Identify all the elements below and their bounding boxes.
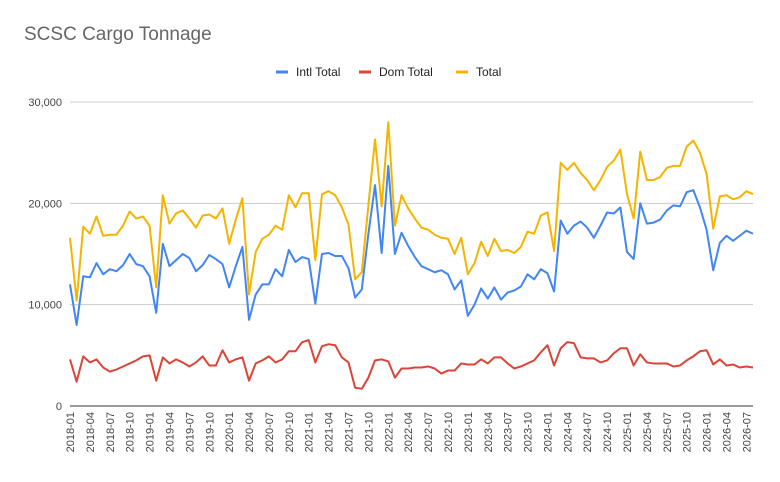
- series-lines: [69, 121, 754, 390]
- series-line-total: [69, 121, 754, 302]
- x-tick-label: 2024-10: [602, 412, 614, 452]
- x-tick-label: 2022-04: [403, 412, 415, 452]
- x-tick-label: 2021-01: [304, 412, 316, 452]
- grid-lines: [70, 101, 753, 407]
- legend-label-intl-total: Intl Total: [296, 65, 340, 79]
- x-axis-ticks: 2018-01 2018-04 2018-07 2018-10 2019-01 2019-…: [65, 412, 753, 452]
- x-tick-label: 2023-10: [523, 412, 535, 452]
- legend-label-total: Total: [476, 65, 501, 79]
- x-tick-label: 2024-04: [562, 412, 574, 452]
- x-tick-label: 2025-10: [682, 412, 694, 452]
- x-tick-label: 2021-10: [363, 412, 375, 452]
- y-tick-label: 10,000: [28, 300, 62, 312]
- legend: Intl Total Dom Total Total: [276, 65, 501, 79]
- x-tick-label: 2020-10: [284, 412, 296, 452]
- x-tick-label: 2020-07: [264, 412, 276, 452]
- x-tick-label: 2020-04: [244, 412, 256, 452]
- y-tick-label: 20,000: [28, 198, 62, 210]
- x-tick-label: 2018-04: [85, 412, 97, 452]
- x-tick-label: 2019-04: [164, 412, 176, 452]
- x-tick-label: 2019-10: [204, 412, 216, 452]
- x-tick-label: 2021-04: [324, 412, 336, 452]
- x-tick-label: 2018-07: [105, 412, 117, 452]
- x-tick-label: 2023-07: [503, 412, 515, 452]
- x-tick-label: 2019-01: [145, 412, 157, 452]
- x-tick-label: 2023-01: [463, 412, 475, 452]
- series-line-dom-total: [69, 339, 754, 390]
- x-tick-label: 2025-04: [642, 412, 654, 452]
- x-tick-label: 2021-07: [344, 412, 356, 452]
- x-tick-label: 2025-07: [662, 412, 674, 452]
- x-tick-label: 2024-01: [542, 412, 554, 452]
- y-axis-ticks: 0 10,000 20,000 30,000: [28, 97, 62, 413]
- x-tick-label: 2018-10: [125, 412, 137, 452]
- x-tick-label: 2022-01: [383, 412, 395, 452]
- chart-title: SCSC Cargo Tonnage: [24, 24, 212, 45]
- x-tick-label: 2026-07: [741, 412, 753, 452]
- x-tick-label: 2022-07: [423, 412, 435, 452]
- x-tick-label: 2018-01: [65, 412, 77, 452]
- x-tick-label: 2020-01: [224, 412, 236, 452]
- x-tick-label: 2022-10: [443, 412, 455, 452]
- legend-label-dom-total: Dom Total: [379, 65, 433, 79]
- x-tick-label: 2026-04: [721, 412, 733, 452]
- x-tick-label: 2023-04: [483, 412, 495, 452]
- x-tick-label: 2024-07: [582, 412, 594, 452]
- x-tick-label: 2026-01: [702, 412, 714, 452]
- series-line-intl-total: [69, 164, 754, 326]
- x-tick-label: 2019-07: [184, 412, 196, 452]
- x-tick-label: 2025-01: [622, 412, 634, 452]
- y-tick-label: 30,000: [28, 97, 62, 109]
- y-tick-label: 0: [56, 401, 62, 413]
